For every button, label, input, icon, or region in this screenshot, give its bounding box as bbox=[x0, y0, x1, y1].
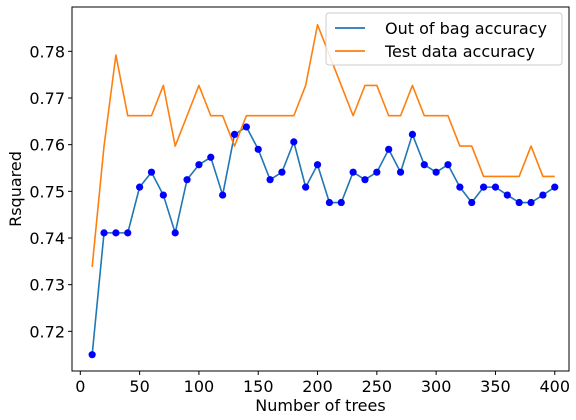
data-point-0-33 bbox=[480, 183, 488, 191]
x-tick-label-1: 50 bbox=[129, 377, 149, 396]
legend-label-0: Out of bag accuracy bbox=[385, 19, 547, 38]
data-point-0-12 bbox=[230, 130, 239, 138]
data-point-0-14 bbox=[254, 145, 262, 153]
plot-frame bbox=[71, 6, 570, 372]
data-point-0-25 bbox=[385, 145, 393, 153]
data-point-0-26 bbox=[396, 168, 405, 176]
x-tick-label-0: 0 bbox=[75, 377, 85, 396]
data-point-0-34 bbox=[491, 183, 500, 191]
x-tick-label-7: 350 bbox=[480, 377, 511, 396]
data-point-0-19 bbox=[313, 161, 322, 169]
data-point-0-4 bbox=[136, 183, 144, 191]
y-tick-label-3: 0.75 bbox=[29, 182, 65, 201]
data-point-0-7 bbox=[171, 229, 179, 237]
data-point-0-13 bbox=[242, 123, 250, 131]
data-point-0-9 bbox=[195, 161, 203, 169]
x-tick-label-5: 250 bbox=[362, 377, 393, 396]
data-point-0-2 bbox=[112, 229, 120, 237]
y-tick-label-0: 0.72 bbox=[29, 322, 65, 341]
data-point-0-15 bbox=[266, 176, 274, 184]
data-point-0-28 bbox=[420, 161, 428, 169]
data-point-0-36 bbox=[515, 198, 523, 207]
data-point-0-22 bbox=[349, 168, 357, 176]
axes-layer: 0 50 100 150 200 250 300 350 400 0.72 0.73 0.74 0.75… bbox=[29, 6, 570, 396]
data-point-0-0 bbox=[88, 351, 96, 359]
y-tick-label-6: 0.78 bbox=[29, 42, 65, 61]
x-tick-label-8: 400 bbox=[539, 377, 570, 396]
data-point-0-32 bbox=[468, 198, 476, 207]
y-tick-label-5: 0.77 bbox=[29, 89, 65, 108]
data-point-0-39 bbox=[551, 183, 559, 191]
data-point-0-17 bbox=[290, 138, 298, 146]
x-axis-label: Number of trees bbox=[255, 396, 385, 415]
y-tick-label-2: 0.74 bbox=[29, 229, 65, 248]
data-point-0-16 bbox=[278, 168, 286, 176]
data-point-0-35 bbox=[503, 191, 511, 199]
data-point-0-10 bbox=[207, 153, 215, 161]
x-tick-label-6: 300 bbox=[421, 377, 452, 396]
x-tick-label-2: 100 bbox=[184, 377, 215, 396]
y-tick-label-4: 0.76 bbox=[29, 136, 65, 155]
data-point-0-3 bbox=[124, 229, 132, 237]
data-point-0-5 bbox=[147, 168, 156, 176]
data-point-0-31 bbox=[456, 183, 464, 191]
data-point-0-24 bbox=[373, 168, 381, 176]
legend-box bbox=[325, 12, 563, 66]
x-tick-label-4: 200 bbox=[302, 377, 333, 396]
data-point-0-27 bbox=[408, 130, 417, 138]
series-line-0 bbox=[91, 126, 556, 355]
data-point-0-8 bbox=[183, 176, 191, 184]
x-tick-label-3: 150 bbox=[243, 377, 274, 396]
data-point-0-38 bbox=[539, 191, 547, 199]
data-point-0-29 bbox=[432, 168, 440, 176]
data-point-0-1 bbox=[100, 229, 108, 237]
y-axis-label: Rsquared bbox=[6, 151, 25, 227]
legend-label-1: Test data accuracy bbox=[384, 42, 535, 61]
data-point-0-30 bbox=[444, 161, 452, 169]
legend: Out of bag accuracy Test data accuracy bbox=[325, 12, 563, 66]
data-point-0-11 bbox=[219, 191, 227, 199]
data-point-0-37 bbox=[527, 198, 535, 207]
data-point-0-21 bbox=[337, 198, 345, 207]
y-tick-label-1: 0.73 bbox=[29, 276, 65, 295]
data-point-0-18 bbox=[302, 183, 310, 191]
data-point-0-23 bbox=[361, 176, 369, 184]
data-point-0-6 bbox=[159, 191, 167, 199]
data-point-0-20 bbox=[325, 198, 333, 207]
series-line-1 bbox=[91, 23, 555, 268]
series-layer bbox=[88, 23, 559, 359]
